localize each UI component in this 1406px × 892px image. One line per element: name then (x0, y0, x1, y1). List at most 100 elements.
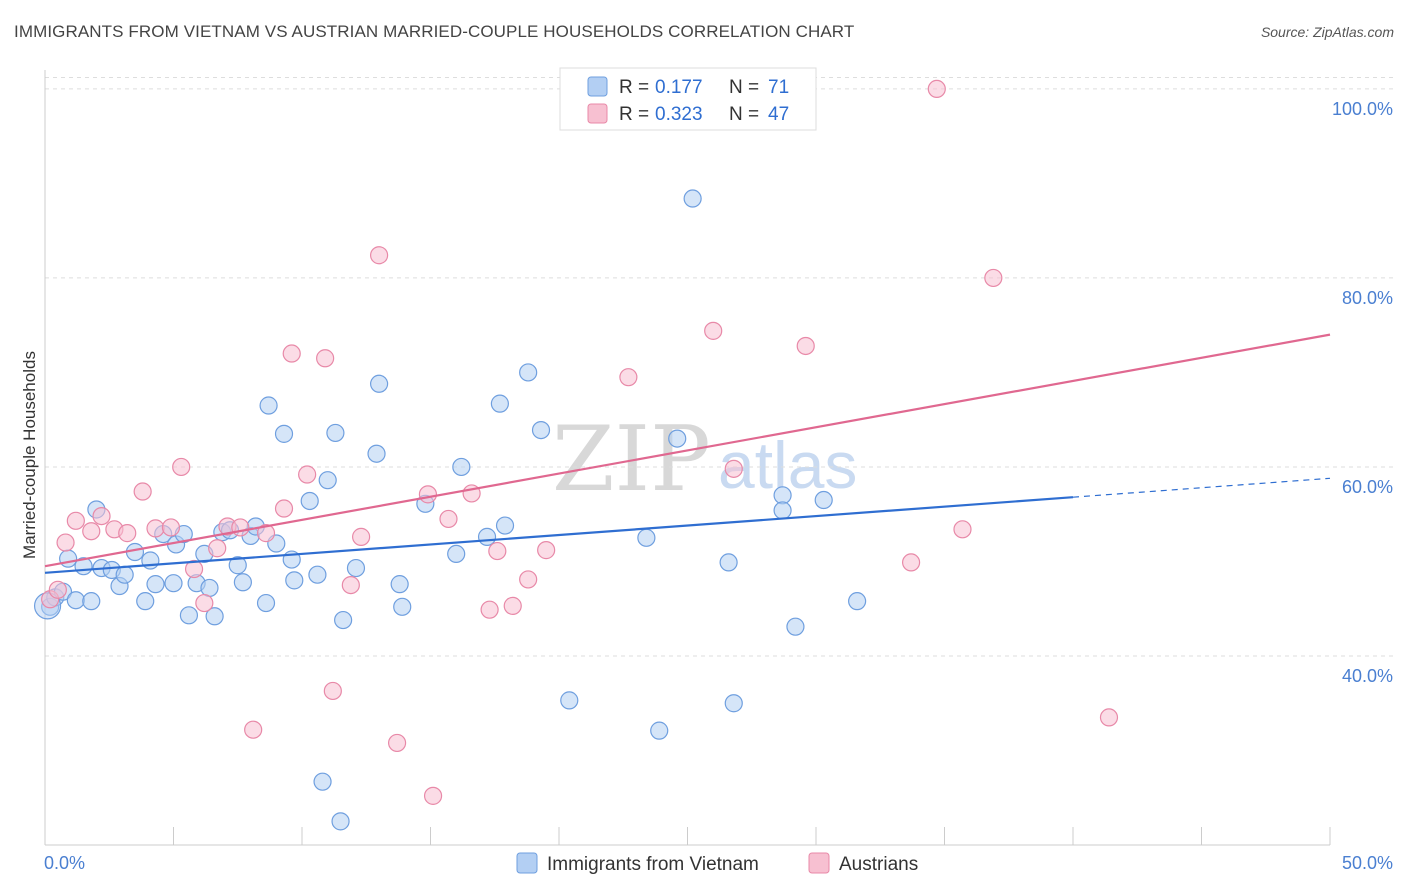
y-tick-label: 60.0% (1342, 477, 1393, 497)
scatter-point (133, 482, 152, 501)
scatter-point (56, 533, 75, 552)
scatter-point (387, 733, 407, 753)
scatter-point (668, 429, 687, 448)
scatter-point (256, 524, 276, 543)
scatter-point (179, 606, 199, 625)
scatter-point (480, 600, 499, 619)
scatter-point (231, 518, 250, 537)
scatter-point (313, 772, 332, 791)
y-tick-labels: 40.0% 60.0% 80.0% 100.0% (1332, 99, 1393, 686)
scatter-point (1099, 708, 1119, 727)
scatter-point (172, 457, 191, 477)
legend-r-label-2: R = (619, 104, 649, 125)
trend-lines (44, 333, 1331, 574)
scatter-point (82, 592, 101, 611)
scatter-point (984, 268, 1003, 288)
scatter-point (519, 363, 538, 382)
scatter-point (503, 596, 522, 615)
gridlines (45, 77, 1395, 657)
scatter-point (390, 575, 409, 594)
legend-r-value-2: 0.323 (655, 104, 703, 125)
scatter-point (205, 607, 224, 626)
scatter-point (341, 575, 360, 595)
scatter-point (650, 721, 669, 740)
scatter-point (814, 490, 833, 510)
scatter-point (519, 570, 538, 589)
scatter-point (184, 559, 204, 579)
legend-n-value-2: 47 (768, 104, 789, 125)
legend-n-label-1: N = (729, 77, 759, 98)
scatter-point (796, 336, 815, 356)
scatter-point (285, 571, 304, 590)
y-axis-label: Married-couple Households (20, 351, 39, 559)
scatter-point (195, 593, 214, 613)
scatter-point (282, 344, 301, 363)
scatter-point (724, 459, 743, 478)
scatter-point (531, 420, 551, 440)
x-tick-label-max: 50.0% (1342, 853, 1393, 873)
scatter-point (452, 457, 471, 477)
bottom-legend-swatch-vietnam (516, 852, 538, 874)
scatter-point (164, 574, 183, 593)
scatter-point (927, 79, 946, 99)
scatter-point (683, 189, 702, 208)
legend-swatch-pink (587, 103, 608, 124)
scatter-point (848, 592, 867, 611)
chart-title: IMMIGRANTS FROM VIETNAM VS AUSTRIAN MARR… (14, 22, 855, 41)
series-vietnam-points (33, 189, 867, 831)
scatter-point (537, 541, 556, 560)
scatter-point (274, 499, 294, 518)
legend-r-value-1: 0.177 (655, 77, 703, 98)
scatter-point (326, 423, 345, 443)
scatter-point (370, 246, 389, 265)
scatter-point (228, 556, 247, 575)
scatter-point (367, 444, 386, 463)
scatter-point (92, 506, 111, 526)
scatter-point (423, 786, 443, 805)
x-tick-label-min: 0.0% (44, 853, 85, 873)
trend-line-vietnam-extension (1072, 477, 1331, 498)
bottom-legend-swatch-austrians (808, 852, 830, 874)
scatter-point (418, 485, 438, 504)
scatter-point (82, 522, 101, 541)
scatter-point (308, 565, 327, 584)
scatter-point (118, 524, 137, 543)
legend-r-label-1: R = (619, 77, 649, 98)
scatter-point (773, 486, 792, 505)
legend-n-label-2: N = (729, 104, 759, 125)
scatter-point (901, 553, 921, 572)
scatter-point (786, 617, 805, 636)
scatter-point (59, 549, 78, 568)
trend-line-vietnam (44, 496, 1074, 574)
y-tick-label: 100.0% (1332, 99, 1393, 119)
scatter-point (233, 573, 252, 592)
scatter-point (495, 516, 515, 535)
scatter-point (208, 539, 227, 558)
scatter-point (560, 691, 579, 710)
scatter-point (773, 501, 792, 520)
series-austrians-points (41, 79, 1119, 805)
scatter-point (146, 519, 165, 538)
scatter-point (48, 580, 67, 599)
scatter-point (393, 597, 412, 616)
trend-line-austrians (44, 333, 1331, 568)
scatter-point (136, 592, 155, 611)
scatter-point (719, 553, 738, 572)
series-legend: Immigrants from Vietnam Austrians (516, 852, 918, 875)
scatter-point (259, 396, 278, 415)
scatter-point (115, 565, 134, 584)
scatter-point (477, 527, 497, 546)
stats-legend: R = 0.177 N = 71 R = 0.323 N = 47 (559, 67, 817, 131)
scatter-point (370, 374, 389, 393)
bottom-legend-label-austrians: Austrians (839, 854, 918, 875)
scatter-point (447, 544, 466, 564)
scatter-point (298, 465, 317, 484)
y-tick-label: 80.0% (1342, 288, 1393, 308)
scatter-point (316, 349, 335, 368)
scatter-point (439, 509, 458, 529)
scatter-point (200, 578, 219, 598)
y-tick-label: 40.0% (1342, 666, 1393, 686)
scatter-point (274, 424, 294, 443)
scatter-point (66, 511, 85, 530)
scatter-point (323, 681, 342, 701)
